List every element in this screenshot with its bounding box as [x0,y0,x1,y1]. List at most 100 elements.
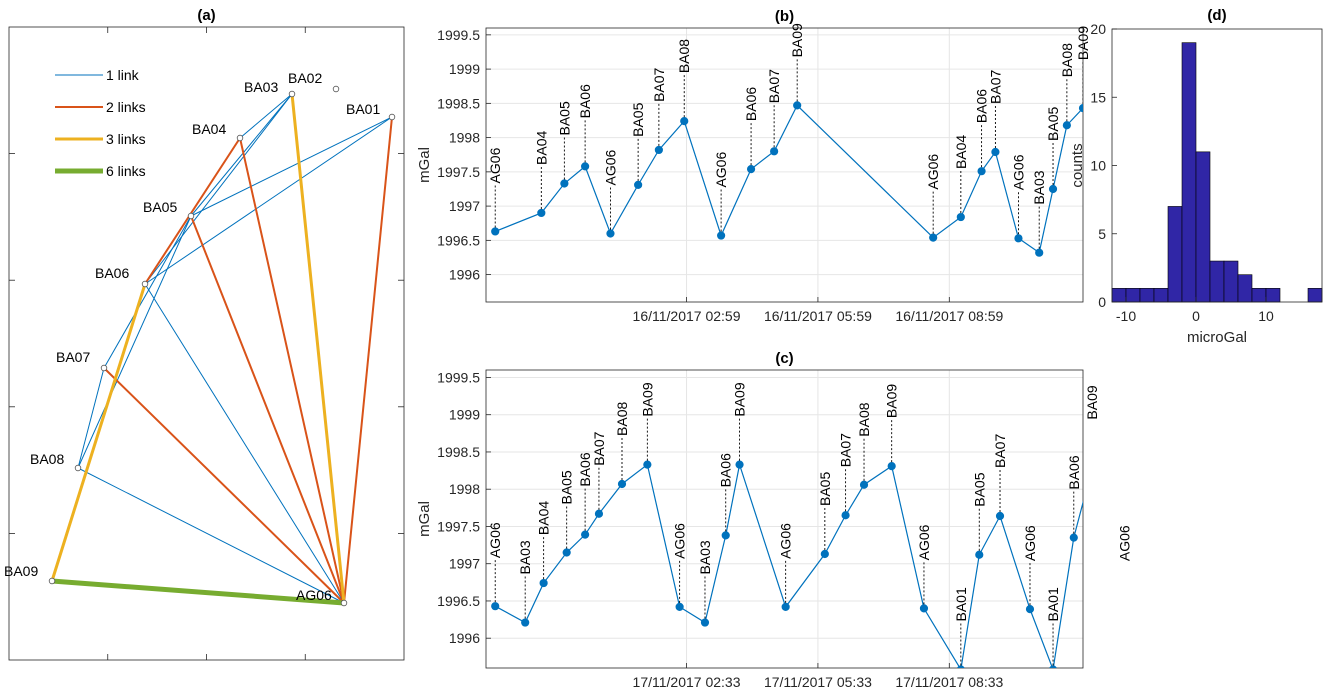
edge-AG06-BA09 [49,578,347,606]
panel-c-point-5 [594,509,604,518]
panel-b-point-label-17: BA03 [1031,170,1047,204]
panel-d-x-tick-label: -10 [1116,308,1136,324]
panel-d-title: (d) [1207,7,1226,24]
panel-c-point-16 [887,462,896,471]
panel-c-x-tick-label: 17/11/2017 02:33 [633,674,741,690]
node-BA07 [100,364,108,372]
edge-BA03-BA04 [239,93,293,139]
panel-b-point-5 [634,180,643,189]
panel-c-title: (c) [775,350,793,367]
panel-c-plot-bg [486,370,1083,668]
histogram-bar-6 [1195,151,1211,303]
panel-b-point-label-16: AG06 [1010,154,1026,190]
node-label-BA08: BA08 [30,451,64,467]
panel-c-point-14 [841,511,850,520]
panel-b-point-label-3: BA06 [577,84,593,118]
panel-c-point-3 [562,548,571,557]
panel-d-y-tick-label: 10 [1090,158,1106,174]
panel-b-point-label-10: BA07 [766,69,782,103]
panel-c-series-line [494,462,1083,668]
panel-c-point-label-15: BA08 [856,402,872,436]
panel-b-point-13 [956,212,965,222]
panel-c-point-12 [781,602,790,612]
panel-c-point-label-17: AG06 [916,524,932,560]
edge-AG06-BA05 [190,215,345,604]
panel-b-point-2 [560,179,569,188]
panel-b-point-label-9: BA06 [743,87,759,121]
panel-b-point-20 [1078,104,1083,113]
edge-AG06-BA01 [343,116,393,604]
panel-d-y-tick-label: 15 [1090,89,1106,105]
node-label-BA06: BA06 [95,265,129,281]
panel-c-point-8 [675,602,684,612]
panel-c-axes-box [485,369,1084,669]
histogram-bar-4 [1167,206,1183,303]
panel-b-point-label-4: AG06 [602,149,618,185]
panel-b-y-axis-label: mGal [416,147,433,183]
node-BA08 [74,464,82,472]
panel-c-point-label-4: BA06 [577,452,593,486]
panel-b-point-8 [717,231,726,240]
panel-d-plot-bg [1112,29,1322,302]
panel-b-y-tick-label: 1998.5 [437,95,480,111]
histogram-bar-5 [1181,42,1197,303]
panel-c-point-label-22: BA01 [1045,587,1061,621]
histogram-bar-10 [1251,288,1267,303]
panel-b-point-label-1: BA04 [533,130,549,164]
panel-c-point-7 [643,460,652,469]
panel-b-point-label-8: AG06 [713,152,729,188]
panel-b-point-label-2: BA05 [556,101,572,135]
panel-c-point-1 [521,618,530,627]
histogram-bar-14 [1307,288,1323,303]
panel-b-point-6 [654,145,663,155]
panel-b-y-tick-label: 1997.5 [437,164,480,180]
node-label-BA04: BA04 [192,121,226,137]
panel-c-point-label-21: AG06 [1022,525,1038,561]
panel-b-point-label-20: BA09 [1075,26,1091,60]
node-BA05 [187,212,195,220]
panel-b-data-layer [491,57,1083,257]
panel-c-y-tick-label: 1997.5 [437,518,480,534]
node-BA03 [288,90,296,98]
panel-c-point-label-5: BA07 [591,431,607,465]
panel-c-point-label-18: BA01 [953,587,969,621]
panel-b-point-label-15: BA07 [987,70,1003,104]
histogram-bar-8 [1223,260,1239,303]
node-label-BA02: BA02 [288,70,322,86]
panel-b-point-1 [537,208,546,218]
panel-c-point-11 [735,460,744,469]
panel-c-point-22 [1049,665,1057,668]
panel-b-point-7 [680,117,689,126]
node-label-BA07: BA07 [56,349,90,365]
histogram-bar-1 [1125,288,1141,303]
edge-BA01-BA05 [190,116,393,217]
node-label-BA03: BA03 [244,79,278,95]
panel-d-y-axis-label: counts [1069,143,1086,187]
panel-c-point-21 [1025,605,1035,614]
panel-b-point-14 [977,167,986,176]
edge-AG06-BA06 [144,283,345,604]
panel-b-point-9 [746,165,756,174]
edge-BA05-BA08 [77,215,192,469]
legend-label-2: 2 links [106,99,146,115]
panel-c-point-17 [919,604,929,613]
node-BA04 [236,134,244,142]
histogram-bar-2 [1139,288,1155,303]
panel-c-point-label-6: BA08 [614,402,630,436]
panel-c-point-label-8: AG06 [672,523,688,559]
panel-c-point-label-11: BA09 [732,382,748,416]
panel-b-x-tick-label: 16/11/2017 08:59 [895,308,1003,324]
legend-label-3: 3 links [106,131,146,147]
panel-b-y-tick-label: 1997 [449,198,480,214]
panel-b-point-label-7: BA08 [676,39,692,73]
panel-b-y-tick-label: 1999.5 [437,27,480,43]
panel-c-point-23 [1069,533,1078,542]
panel-b-x-tick-label: 16/11/2017 02:59 [633,308,741,324]
panel-d-y-tick-label: 20 [1090,21,1106,37]
panel-c-y-tick-label: 1998.5 [437,444,480,460]
panel-b-point-11 [793,101,802,110]
panel-b-title: (b) [775,8,794,25]
panel-c-point-label-25: AG06 [1116,525,1132,561]
panel-a-title: (a) [197,7,215,24]
panel-c-point-0 [491,602,500,611]
